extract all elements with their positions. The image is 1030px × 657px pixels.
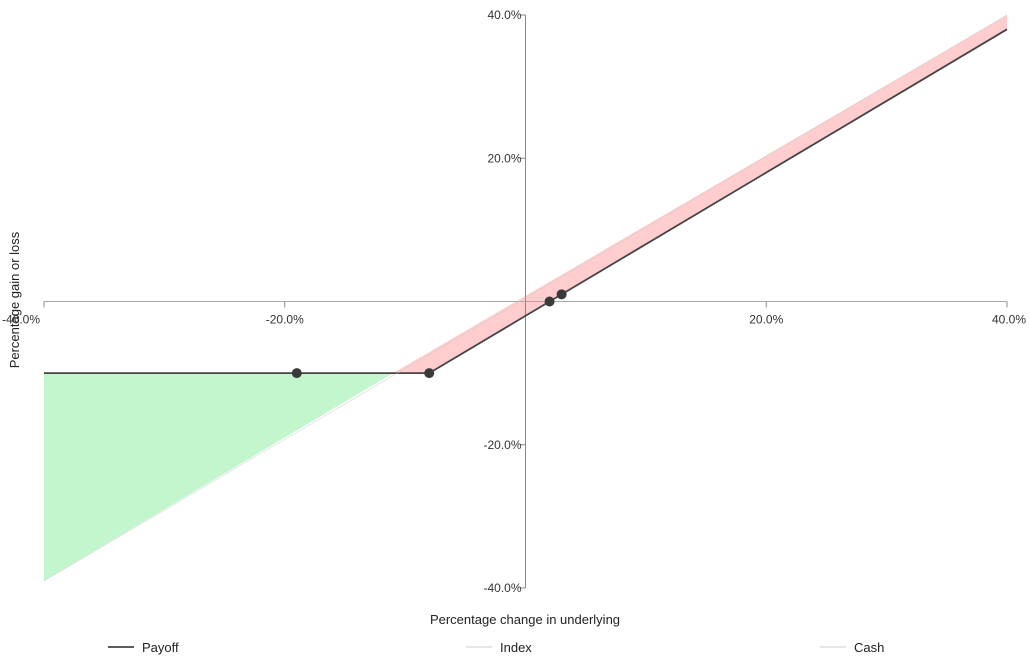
outperformance-region xyxy=(44,373,394,581)
y-tick-label: -20.0% xyxy=(483,438,521,452)
index-series-line xyxy=(43,14,1008,582)
x-ticks: -40.0% -20.0% 20.0% 40.0% xyxy=(2,301,1026,327)
x-tick-label: 40.0% xyxy=(992,313,1026,327)
y-tick-label: 40.0% xyxy=(487,8,521,22)
data-markers xyxy=(291,289,567,379)
payoff-marker xyxy=(544,296,555,307)
x-tick-label: -40.0% xyxy=(2,313,40,327)
payoff-marker xyxy=(291,368,302,379)
x-tick-label: -20.0% xyxy=(266,313,304,327)
payoff-marker xyxy=(556,289,567,300)
y-ticks: 40.0% 20.0% -20.0% -40.0% xyxy=(483,8,526,595)
legend-label-cash: Cash xyxy=(854,640,884,655)
y-axis-title: Percentage gain or loss xyxy=(7,231,22,368)
payoff-marker xyxy=(424,368,435,379)
legend: Payoff Index Cash xyxy=(108,640,884,655)
x-axis-title: Percentage change in underlying xyxy=(430,612,620,627)
x-tick-label: 20.0% xyxy=(749,313,783,327)
legend-label-index: Index xyxy=(500,640,532,655)
y-tick-label: 20.0% xyxy=(487,151,521,165)
underperformance-region xyxy=(393,15,1007,374)
shaded-regions xyxy=(44,15,1007,581)
y-tick-label: -40.0% xyxy=(483,581,521,595)
legend-label-payoff: Payoff xyxy=(142,640,179,655)
